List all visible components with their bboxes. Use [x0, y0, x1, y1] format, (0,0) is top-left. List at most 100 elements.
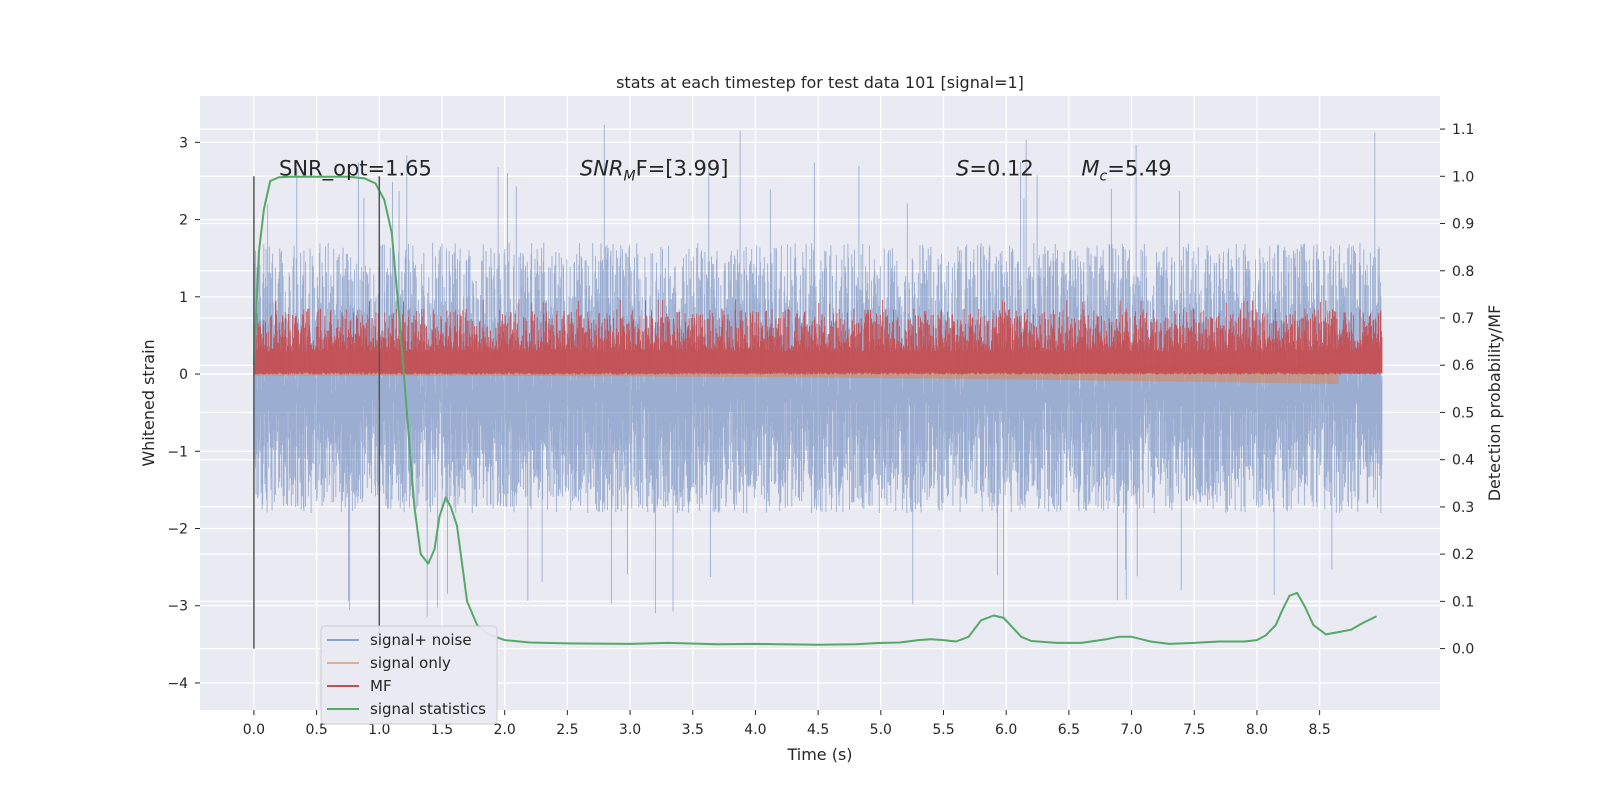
right-tick-label: 0.2: [1452, 547, 1474, 563]
series-point: [347, 175, 349, 178]
annotation-text: S=0.12: [956, 156, 1034, 180]
series-point: [383, 199, 386, 201]
series-point: [967, 635, 970, 638]
legend-label: MF: [370, 677, 392, 695]
x-tick-label: 6.0: [995, 722, 1017, 738]
right-tick-label: 0.1: [1452, 594, 1474, 610]
series-point: [1243, 640, 1246, 643]
series-point: [1312, 624, 1315, 626]
x-tick-label: 1.0: [368, 722, 390, 738]
left-tick-label: −4: [167, 676, 188, 692]
series-point: [456, 525, 458, 527]
series-point: [754, 643, 757, 645]
x-tick-label: 7.5: [1183, 722, 1205, 738]
annotations: SNR_opt=1.65 SNRMF=[3.99] S=0.12 Mc=5.49: [279, 156, 1172, 184]
left-tick-label: 2: [179, 213, 188, 229]
series-point: [438, 515, 441, 518]
series-point: [1020, 635, 1023, 638]
x-tick-label: 7.0: [1120, 722, 1142, 738]
series-point: [666, 642, 669, 644]
series-point: [1362, 621, 1365, 624]
annotation-symbol: M: [1081, 156, 1099, 180]
left-tick-label: 0: [179, 367, 188, 383]
series-point: [1002, 617, 1005, 619]
marker-lines: [253, 176, 381, 649]
series-point: [1118, 635, 1120, 638]
annotation-text: Mc=5.49: [1081, 156, 1171, 184]
series-point: [363, 177, 366, 179]
left-axis-label: Whitened strain: [139, 339, 158, 466]
annotation-value: =5.49: [1107, 156, 1171, 180]
series-point: [258, 251, 260, 253]
right-tick-label: 1.0: [1452, 169, 1474, 185]
x-tick-label: 3.5: [682, 722, 704, 738]
series-point: [629, 643, 631, 645]
annotation-text: SNR_opt=1.65: [279, 156, 432, 181]
x-tick-label: 4.5: [807, 722, 829, 738]
series-point: [1055, 642, 1058, 644]
chart-title: stats at each timestep for test data 101…: [616, 73, 1024, 92]
series-point: [503, 639, 506, 641]
x-tick-label: 2.0: [494, 722, 516, 738]
right-tick-label: 0.5: [1452, 405, 1474, 421]
series-point: [374, 182, 377, 185]
left-axis-ticks: −4 −3 −2 −1 0 1 2 3: [167, 135, 200, 692]
x-axis-ticks: 0.0 0.5 1.0 1.5 2.0 2.5 3.0 3.5 4.0 4.5 5.0 5.5 6.0 6…: [243, 710, 1331, 738]
series-point: [1256, 639, 1258, 641]
legend-label: signal+ noise: [370, 631, 472, 649]
series-point: [1288, 594, 1291, 597]
series-point: [1193, 642, 1196, 644]
series-point: [566, 642, 569, 645]
x-tick-label: 2.5: [556, 722, 578, 738]
series-point: [433, 548, 436, 551]
right-axis-ticks: 0.0 0.1 0.2 0.3 0.4 0.5 0.6 0.7 0.8 0.9 1.0 1.1: [1440, 122, 1474, 658]
x-tick-label: 4.0: [744, 722, 766, 738]
series-point: [1011, 626, 1014, 629]
annotation-value: =0.12: [969, 156, 1033, 180]
annotation-subscript: M: [624, 168, 636, 184]
series-point: [315, 175, 318, 178]
annotation-value: F=[3.99]: [636, 156, 729, 180]
annotation-subscript: c: [1100, 168, 1108, 184]
annotation-symbol: SNR: [580, 156, 624, 180]
series-point: [1325, 633, 1327, 636]
series-point: [992, 614, 995, 617]
legend-label: signal only: [370, 654, 451, 672]
series-point: [854, 643, 857, 646]
series-point: [942, 639, 945, 641]
series-point: [1218, 640, 1221, 643]
right-axis-label: Detection probability/MF: [1485, 305, 1504, 502]
series-point: [466, 600, 468, 603]
left-tick-label: −2: [167, 522, 188, 538]
right-tick-label: 0.7: [1452, 311, 1474, 327]
series-point: [1296, 592, 1298, 594]
series-point: [930, 638, 932, 640]
series-point: [449, 506, 452, 508]
right-tick-label: 0.0: [1452, 642, 1474, 658]
series-point: [898, 641, 901, 644]
legend: signal+ noise signal only MF signal statist…: [320, 625, 498, 725]
series-point: [1168, 643, 1170, 645]
right-tick-label: 0.8: [1452, 264, 1474, 280]
x-tick-label: 5.0: [870, 722, 892, 738]
x-tick-label: 8.5: [1309, 722, 1331, 738]
series-point: [955, 640, 957, 643]
series-point: [817, 644, 819, 646]
series-point: [1281, 610, 1283, 612]
right-tick-label: 0.4: [1452, 453, 1474, 469]
legend-box: [320, 625, 498, 725]
x-tick-label: 3.0: [619, 722, 641, 738]
x-tick-label: 0.0: [243, 722, 265, 738]
series-point: [419, 553, 422, 555]
x-tick-label: 8.0: [1246, 722, 1268, 738]
series-point: [444, 496, 447, 499]
x-axis-label: Time (s): [786, 745, 852, 764]
series-point: [263, 208, 265, 211]
series-point: [427, 562, 429, 565]
right-tick-label: 0.9: [1452, 217, 1474, 233]
series-point: [1105, 638, 1108, 640]
series-point: [413, 506, 416, 508]
series-point: [1080, 642, 1083, 644]
left-tick-label: 3: [179, 135, 188, 151]
right-tick-label: 0.6: [1452, 358, 1474, 374]
